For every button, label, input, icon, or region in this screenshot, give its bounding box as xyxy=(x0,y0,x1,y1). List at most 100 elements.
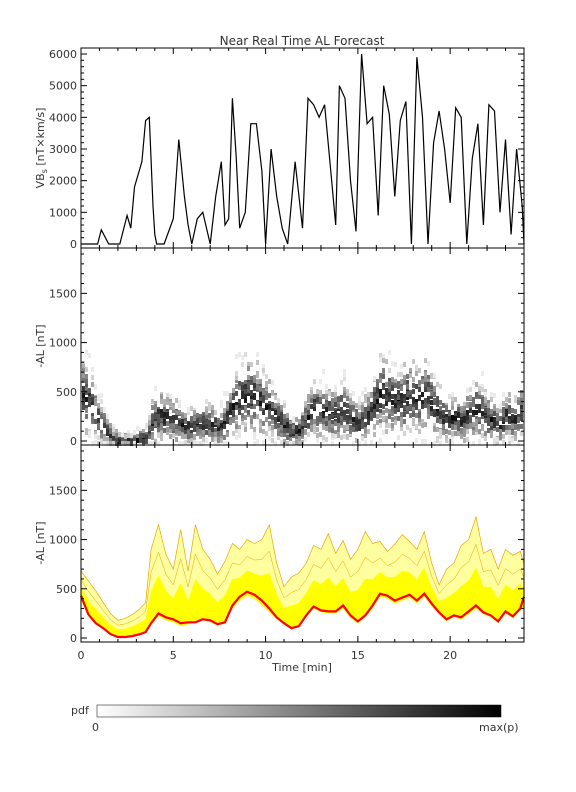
pdf-cell xyxy=(307,415,310,420)
pdf-cell xyxy=(517,424,520,429)
pdf-cell xyxy=(469,415,472,420)
pdf-cell xyxy=(268,401,271,406)
pdf-cell xyxy=(181,418,184,423)
pdf-cell xyxy=(313,429,316,434)
pdf-cell xyxy=(445,435,448,440)
pdf-cell xyxy=(397,372,400,377)
pdf-cell xyxy=(139,428,142,433)
pdf-cell xyxy=(337,413,340,418)
pdf-cell xyxy=(424,358,427,363)
pdf-cell xyxy=(253,383,256,388)
pdf-cell xyxy=(259,401,262,406)
pdf-cell xyxy=(220,434,223,439)
pdf-cell xyxy=(367,397,370,402)
pdf-cell xyxy=(91,418,94,423)
pdf-cell xyxy=(256,379,259,384)
pdf-cell xyxy=(508,405,511,410)
pdf-cell xyxy=(472,402,475,407)
pdf-cell xyxy=(346,403,349,408)
pdf-cell xyxy=(328,391,331,396)
panel-band-ylabel: -AL [nT] xyxy=(34,521,47,564)
pdf-cell xyxy=(400,393,403,398)
pdf-cell xyxy=(433,423,436,428)
pdf-cell xyxy=(400,386,403,391)
pdf-cell xyxy=(97,403,100,408)
pdf-cell xyxy=(481,397,484,402)
pdf-cell xyxy=(229,420,232,425)
pdf-cell xyxy=(193,434,196,439)
pdf-cell xyxy=(112,435,115,440)
pdf-cell xyxy=(277,435,280,440)
pdf-cell xyxy=(154,401,157,406)
pdf-cell xyxy=(295,417,298,422)
pdf-cell xyxy=(82,368,85,373)
pdf-cell xyxy=(412,397,415,402)
pdf-cell xyxy=(172,423,175,428)
pdf-cell xyxy=(436,438,439,443)
pdf-cell xyxy=(355,420,358,425)
pdf-cell xyxy=(463,406,466,411)
pdf-cell xyxy=(289,432,292,437)
pdf-cell xyxy=(238,403,241,408)
pdf-cell xyxy=(361,420,364,425)
pdf-cell xyxy=(460,408,463,413)
pdf-cell xyxy=(85,414,88,419)
pdf-cell xyxy=(418,380,421,385)
panel-vbs-ylabel-rest: [nT×km/s] xyxy=(34,108,47,170)
pdf-cell xyxy=(358,400,361,405)
pdf-cell xyxy=(514,417,517,422)
pdf-cell xyxy=(481,426,484,431)
pdf-cell xyxy=(499,425,502,430)
pdf-cell xyxy=(241,416,244,421)
pdf-cell xyxy=(442,419,445,424)
pdf-cell xyxy=(160,409,163,414)
pdf-cell xyxy=(385,395,388,400)
pdf-cell xyxy=(364,411,367,416)
pdf-cell xyxy=(400,417,403,422)
pdf-cell xyxy=(379,413,382,418)
pdf-cell xyxy=(511,438,514,443)
pdf-cell xyxy=(385,392,388,397)
pdf-cell xyxy=(409,373,412,378)
pdf-cell xyxy=(148,434,151,439)
pdf-cell xyxy=(415,365,418,370)
pdf-cell xyxy=(199,441,202,446)
pdf-cell xyxy=(292,418,295,423)
pdf-cell xyxy=(445,429,448,434)
pdf-cell xyxy=(430,400,433,405)
pdf-cell xyxy=(193,440,196,445)
pdf-cell xyxy=(307,394,310,399)
pdf-cell xyxy=(235,428,238,433)
pdf-cell xyxy=(94,384,97,389)
pdf-cell xyxy=(133,437,136,442)
pdf-cell xyxy=(316,433,319,438)
pdf-cell xyxy=(325,421,328,426)
pdf-cell xyxy=(373,409,376,414)
pdf-cell xyxy=(349,405,352,410)
pdf-cell xyxy=(364,387,367,392)
pdf-cell xyxy=(274,441,277,446)
pdf-cell xyxy=(343,425,346,430)
pdf-cell xyxy=(418,429,421,434)
pdf-cell xyxy=(415,399,418,404)
pdf-cell xyxy=(301,421,304,426)
pdf-cell xyxy=(250,419,253,424)
pdf-cell xyxy=(262,371,265,376)
pdf-cell xyxy=(391,377,394,382)
pdf-cell xyxy=(496,421,499,426)
pdf-cell xyxy=(268,410,271,415)
pdf-cell xyxy=(415,438,418,443)
pdf-cell xyxy=(142,429,145,434)
pdf-cell xyxy=(193,416,196,421)
pdf-cell xyxy=(490,392,493,397)
pdf-cell xyxy=(436,396,439,401)
pdf-cell xyxy=(418,396,421,401)
pdf-cell xyxy=(193,420,196,425)
pdf-cell xyxy=(238,406,241,411)
pdf-cell xyxy=(85,382,88,387)
pdf-cell xyxy=(412,383,415,388)
pdf-cell xyxy=(346,435,349,440)
pdf-cell xyxy=(184,429,187,434)
pdf-cell xyxy=(262,368,265,373)
pdf-cell xyxy=(94,431,97,436)
